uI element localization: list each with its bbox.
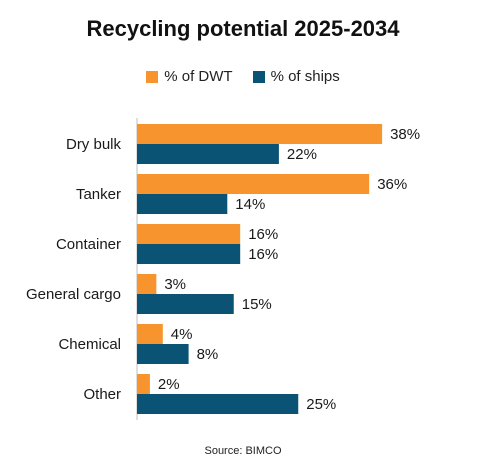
data-label: 8% — [197, 346, 219, 363]
bar-ships — [137, 344, 189, 364]
bar-ships — [137, 244, 241, 264]
data-label: 22% — [287, 146, 317, 163]
data-label: 16% — [248, 226, 278, 243]
bar-dwt — [137, 124, 383, 144]
bar-ships — [137, 394, 299, 414]
legend-item-dwt: % of DWT — [146, 68, 233, 85]
bar-dwt — [137, 374, 150, 394]
data-label: 14% — [235, 196, 265, 213]
data-label: 15% — [242, 296, 272, 313]
bar-dwt — [137, 174, 370, 194]
source-note: Source: BIMCO — [204, 445, 282, 457]
data-label: 38% — [390, 126, 420, 143]
legend-label-ships: % of ships — [270, 68, 340, 85]
category-label: Dry bulk — [66, 136, 122, 153]
data-label: 4% — [171, 326, 193, 343]
data-label: 3% — [164, 276, 186, 293]
legend-item-ships: % of ships — [252, 68, 340, 85]
category-label: Chemical — [58, 336, 121, 353]
data-label: 25% — [306, 396, 336, 413]
category-label: Container — [56, 236, 121, 253]
bar-ships — [137, 194, 228, 214]
data-label: 2% — [158, 376, 180, 393]
plot-area: Dry bulk 38% 22% Tanker 36% 14% Container 16% 16… — [26, 118, 420, 420]
legend-swatch-dwt — [146, 70, 159, 83]
bar-dwt — [137, 324, 163, 344]
category-label: Other — [83, 386, 121, 403]
bar-ships — [137, 294, 234, 314]
category-label: Tanker — [76, 186, 121, 203]
data-label: 36% — [377, 176, 407, 193]
legend-label-dwt: % of DWT — [164, 68, 233, 85]
data-label: 16% — [248, 246, 278, 263]
category-label: General cargo — [26, 286, 121, 303]
chart-title: Recycling potential 2025-2034 — [86, 16, 400, 41]
legend: % of DWT % of ships — [0, 68, 486, 85]
bar-dwt — [137, 224, 241, 244]
legend-swatch-ships — [252, 70, 265, 83]
bar-dwt — [137, 274, 157, 294]
bar-ships — [137, 144, 279, 164]
